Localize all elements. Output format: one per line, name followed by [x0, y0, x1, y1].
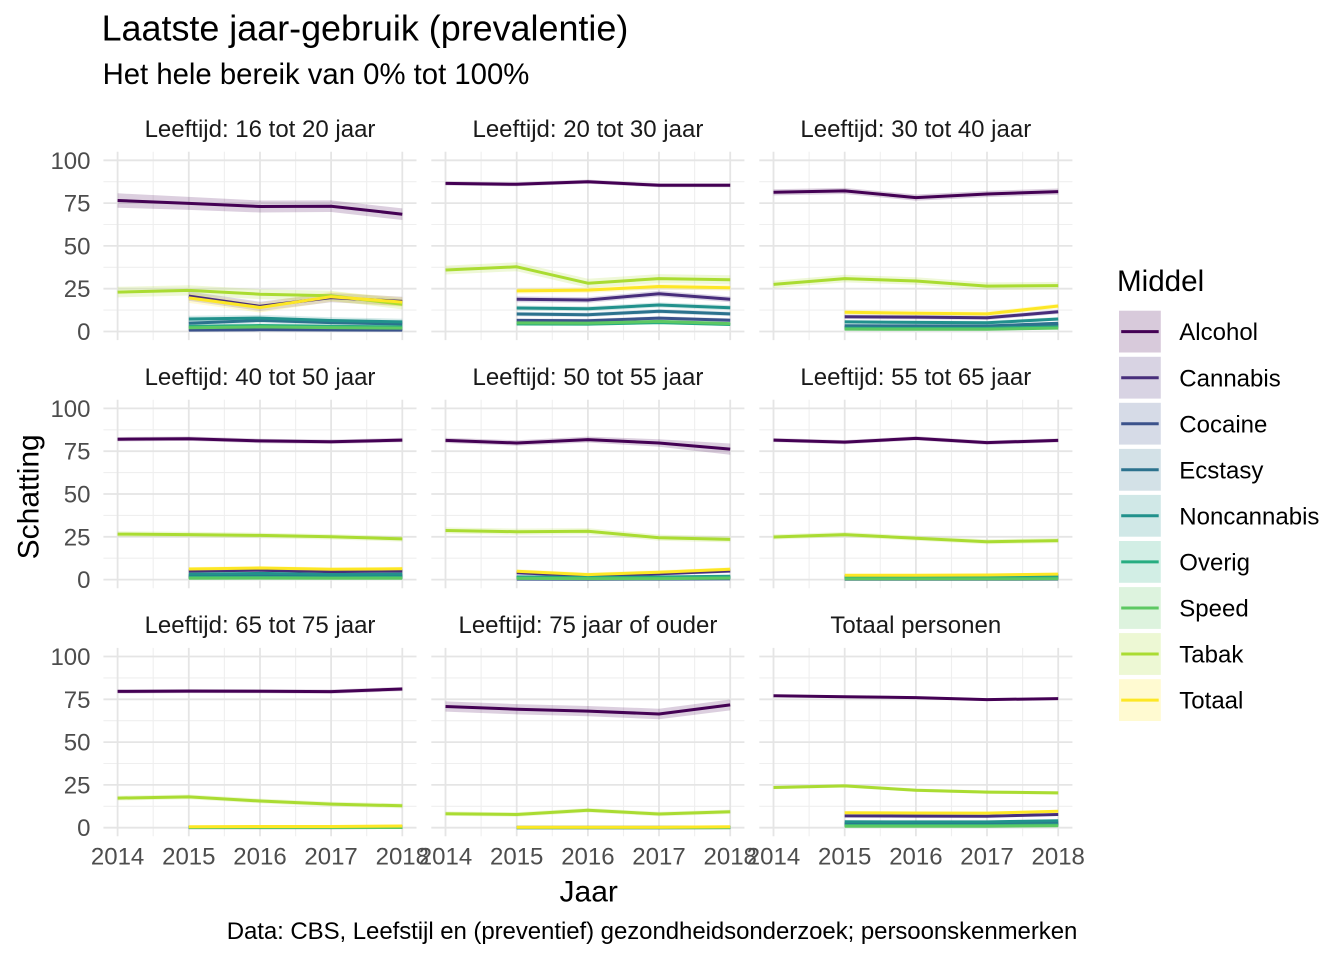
svg-text:Leeftijd: 75 jaar of ouder: Leeftijd: 75 jaar of ouder — [458, 612, 717, 639]
svg-text:Schatting: Schatting — [13, 434, 46, 559]
svg-text:2015: 2015 — [162, 844, 215, 871]
svg-text:2015: 2015 — [818, 844, 871, 871]
svg-text:100: 100 — [50, 148, 90, 175]
svg-text:2018: 2018 — [1032, 844, 1085, 871]
svg-text:75: 75 — [64, 439, 91, 466]
svg-text:2016: 2016 — [889, 844, 942, 871]
svg-text:Leeftijd: 65 tot 75 jaar: Leeftijd: 65 tot 75 jaar — [145, 612, 376, 639]
svg-text:2015: 2015 — [490, 844, 543, 871]
svg-text:25: 25 — [64, 772, 91, 799]
svg-text:Cocaine: Cocaine — [1179, 411, 1267, 438]
svg-text:100: 100 — [50, 644, 90, 671]
svg-text:Laatste jaar-gebruik (prevalen: Laatste jaar-gebruik (prevalentie) — [102, 8, 629, 48]
svg-text:Leeftijd: 55 tot 65 jaar: Leeftijd: 55 tot 65 jaar — [800, 364, 1031, 391]
svg-text:Leeftijd: 16 tot 20 jaar: Leeftijd: 16 tot 20 jaar — [145, 116, 376, 143]
svg-text:75: 75 — [64, 687, 91, 714]
svg-text:Leeftijd: 30 tot 40 jaar: Leeftijd: 30 tot 40 jaar — [800, 116, 1031, 143]
svg-text:2016: 2016 — [233, 844, 286, 871]
svg-text:Tabak: Tabak — [1179, 642, 1244, 669]
svg-text:Alcohol: Alcohol — [1179, 319, 1258, 346]
svg-text:Ecstasy: Ecstasy — [1179, 457, 1263, 484]
svg-text:Noncannabis: Noncannabis — [1179, 503, 1319, 530]
svg-text:Jaar: Jaar — [560, 875, 618, 908]
svg-text:75: 75 — [64, 191, 91, 218]
svg-text:25: 25 — [64, 524, 91, 551]
svg-text:Leeftijd: 20 tot 30 jaar: Leeftijd: 20 tot 30 jaar — [472, 116, 703, 143]
svg-text:Data: CBS, Leefstijl en (preve: Data: CBS, Leefstijl en (preventief) gez… — [227, 918, 1078, 945]
svg-text:2017: 2017 — [632, 844, 685, 871]
svg-text:Totaal personen: Totaal personen — [830, 612, 1001, 639]
svg-text:Speed: Speed — [1179, 596, 1248, 623]
svg-text:Cannabis: Cannabis — [1179, 365, 1280, 392]
svg-text:2017: 2017 — [960, 844, 1013, 871]
svg-text:50: 50 — [64, 233, 91, 260]
svg-text:Totaal: Totaal — [1179, 688, 1243, 715]
svg-text:2016: 2016 — [561, 844, 614, 871]
svg-text:Leeftijd: 50 tot 55 jaar: Leeftijd: 50 tot 55 jaar — [472, 364, 703, 391]
svg-text:50: 50 — [64, 482, 91, 509]
svg-text:0: 0 — [77, 319, 90, 346]
svg-text:Het hele bereik van 0% tot 100: Het hele bereik van 0% tot 100% — [103, 58, 530, 91]
svg-text:2018: 2018 — [704, 844, 757, 871]
svg-text:2014: 2014 — [91, 844, 144, 871]
svg-text:2018: 2018 — [376, 844, 429, 871]
svg-text:Middel: Middel — [1117, 265, 1204, 298]
svg-text:2014: 2014 — [747, 844, 800, 871]
svg-text:100: 100 — [50, 396, 90, 423]
svg-text:25: 25 — [64, 276, 91, 303]
svg-text:0: 0 — [77, 815, 90, 842]
svg-text:2017: 2017 — [304, 844, 357, 871]
svg-text:Overig: Overig — [1179, 550, 1250, 577]
svg-text:2014: 2014 — [419, 844, 472, 871]
svg-text:Leeftijd: 40 tot 50 jaar: Leeftijd: 40 tot 50 jaar — [145, 364, 376, 391]
svg-text:50: 50 — [64, 730, 91, 757]
svg-text:0: 0 — [77, 567, 90, 594]
